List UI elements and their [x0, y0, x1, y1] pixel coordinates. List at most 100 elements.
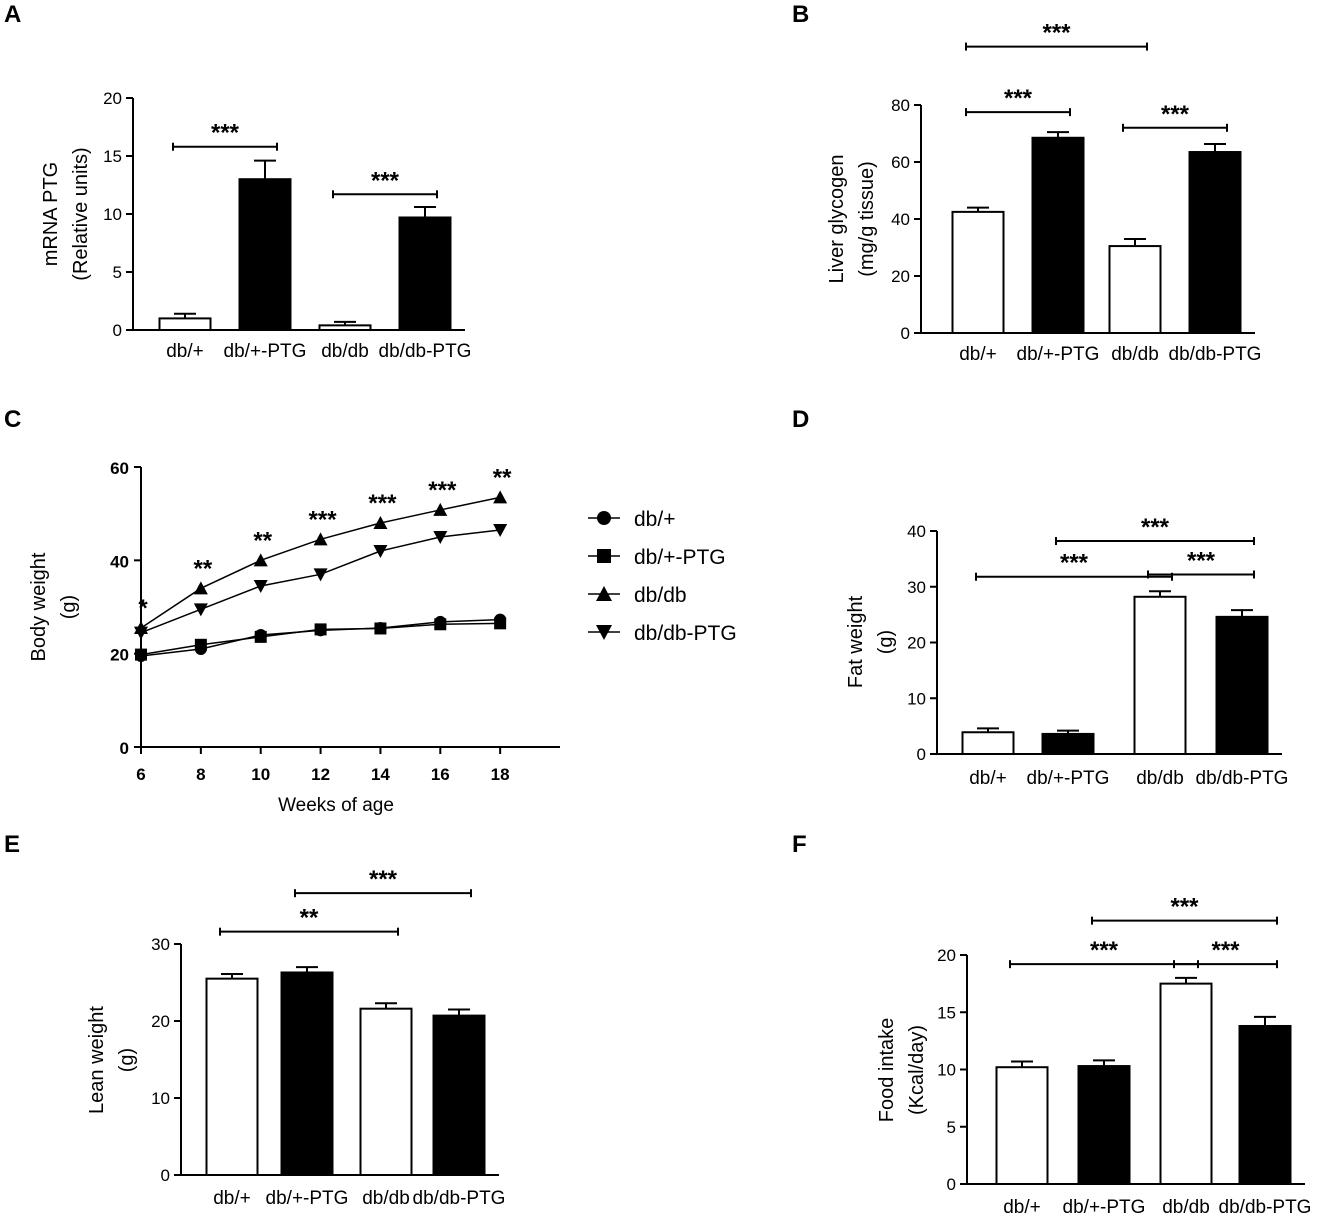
panel-label: E	[4, 831, 20, 858]
y-tick-label: 80	[891, 96, 910, 115]
category-label: db/+-PTG	[1063, 1197, 1146, 1218]
data-point	[135, 648, 147, 661]
bar	[1041, 732, 1095, 755]
y-tick-label: 15	[103, 147, 122, 166]
category-label: db/+-PTG	[1027, 768, 1110, 789]
panel-a: A 0 5 10 15 20 mRNA PTG (Relative units) db/+ db/…	[4, 1, 471, 362]
y-axis-label: Lean weight	[86, 1006, 108, 1114]
y-tick-label: 20	[937, 946, 956, 965]
category-label: db/db-PTG	[1169, 344, 1262, 365]
category-label: db/db	[1162, 1197, 1210, 1218]
y-tick-label: 5	[947, 1118, 956, 1137]
significance-label: **	[253, 527, 272, 554]
y-tick-label: 5	[113, 263, 122, 282]
data-point	[433, 502, 448, 516]
panel-b: B 0 20 40 60 80 Liver glycogen (mg/g tissue) db/…	[792, 1, 1261, 365]
significance-label: *	[138, 595, 148, 622]
panel-label: C	[4, 406, 21, 433]
panel-d: D 0 10 20 30 40 Fat weight (g) db/+ db/+-PTG db/db…	[792, 406, 1288, 789]
x-tick-label: 6	[136, 765, 145, 784]
data-point	[253, 580, 268, 593]
y-axis-label: (Relative units)	[70, 147, 92, 280]
y-tick-label: 60	[891, 153, 910, 172]
y-tick-label: 0	[113, 321, 122, 340]
bar	[1031, 136, 1085, 334]
y-tick-label: 40	[891, 210, 910, 229]
y-axis-label: (g)	[875, 630, 897, 654]
data-point	[373, 516, 388, 529]
y-tick-label: 10	[151, 1089, 170, 1108]
data-point	[193, 581, 208, 595]
data-point	[434, 618, 447, 631]
significance-label: ***	[1161, 101, 1190, 128]
panel-e: E 0 10 20 30 Lean weight (g) db/+ db/+-PTG db/db d…	[4, 831, 505, 1209]
significance-label: ***	[1060, 550, 1089, 577]
legend-marker	[597, 511, 611, 525]
x-axis-label: Weeks of age	[278, 795, 394, 816]
category-label: db/db-PTG	[1196, 768, 1289, 789]
legend-label: db/+-PTG	[634, 546, 726, 569]
category-label: db/db	[1111, 344, 1159, 365]
category-label: db/+-PTG	[224, 341, 307, 362]
significance-label: **	[194, 555, 213, 582]
y-tick-label: 10	[103, 205, 122, 224]
panel-label: B	[792, 1, 809, 28]
data-point	[374, 622, 387, 635]
y-axis-label: (Kcal/day)	[906, 1025, 928, 1115]
data-point	[493, 524, 508, 537]
x-tick-label: 16	[431, 765, 450, 784]
bar	[995, 1066, 1049, 1185]
bar	[1238, 1024, 1292, 1185]
category-label: db/db	[1136, 768, 1184, 789]
significance-label: ***	[1090, 937, 1119, 964]
bar	[318, 324, 372, 331]
significance-label: ***	[368, 490, 397, 517]
y-axis-label: Fat weight	[845, 595, 867, 688]
data-point	[313, 568, 328, 582]
y-tick-label: 20	[891, 267, 910, 286]
bar	[359, 1007, 413, 1176]
y-axis-label: Body weight	[28, 552, 50, 661]
panel-label: A	[4, 1, 21, 28]
category-label: db/+	[166, 341, 204, 362]
category-label: db/db	[362, 1188, 410, 1209]
bar	[1215, 615, 1269, 755]
panel-label: F	[792, 831, 807, 858]
y-tick-label: 20	[907, 634, 926, 653]
data-point	[134, 626, 148, 640]
category-label: db/db-PTG	[379, 341, 472, 362]
bar	[1133, 595, 1187, 755]
panel-f: F 0 5 10 15 20 Food intake (Kcal/day) db/+ db/+-P…	[792, 831, 1311, 1218]
category-label: db/+	[959, 344, 997, 365]
category-label: db/db-PTG	[1219, 1197, 1312, 1218]
category-label: db/+	[213, 1188, 251, 1209]
significance-label: ***	[369, 866, 398, 893]
bar	[1108, 245, 1162, 334]
significance-label: ***	[1211, 937, 1240, 964]
legend-label: db/db	[634, 584, 687, 607]
legend-label: db/+	[634, 508, 675, 531]
bar	[398, 216, 452, 331]
y-tick-label: 20	[110, 646, 129, 665]
data-point	[433, 531, 448, 544]
significance-label: ***	[1141, 514, 1170, 541]
y-axis-label: Liver glycogen	[826, 155, 848, 284]
data-point	[253, 553, 268, 567]
bar	[238, 178, 292, 331]
y-tick-label: 0	[901, 324, 910, 343]
y-tick-label: 30	[907, 578, 926, 597]
data-point	[254, 630, 267, 643]
significance-label: ***	[1187, 547, 1216, 574]
significance-label: **	[493, 464, 512, 491]
y-tick-label: 0	[120, 739, 129, 758]
bar	[1077, 1065, 1131, 1185]
data-point	[314, 623, 327, 636]
y-tick-label: 40	[110, 552, 129, 571]
bar	[205, 977, 259, 1177]
x-tick-label: 8	[196, 765, 205, 784]
category-label: db/db	[321, 341, 369, 362]
bar	[1159, 982, 1213, 1185]
significance-label: ***	[428, 477, 457, 504]
x-tick-label: 18	[491, 765, 510, 784]
y-axis-label: (mg/g tissue)	[856, 161, 878, 277]
